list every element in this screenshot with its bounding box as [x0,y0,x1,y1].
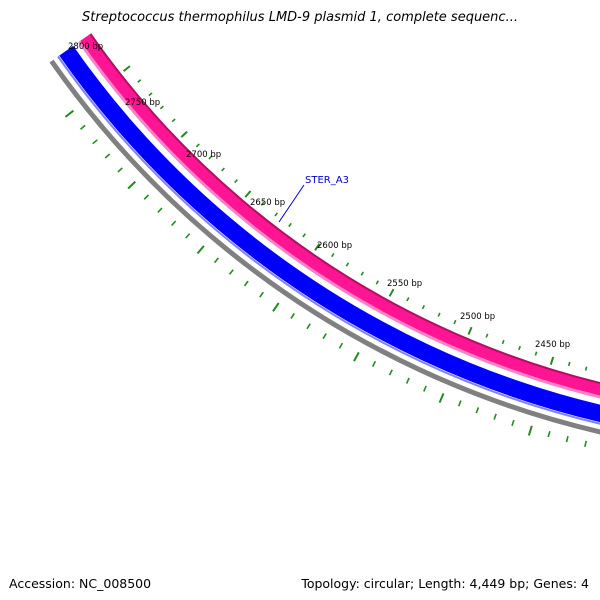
ruler-label: 2450 bp [535,340,570,350]
tick-mark [196,245,205,255]
tick-mark [195,143,200,148]
tick-mark [259,291,264,298]
tick-mark [92,139,98,145]
tick-mark [244,190,252,198]
ruler-label: 2650 bp [250,198,285,208]
topology-summary: Topology: circular; Length: 4,449 bp; Ge… [301,576,589,591]
tick-mark [457,400,462,407]
tick-mark [406,297,410,302]
tick-mark [290,313,295,319]
tick-mark [122,65,131,72]
tick-mark [302,233,306,238]
ruler-label: 2550 bp [387,279,422,289]
tick-mark [360,271,364,276]
tick-mark [228,269,234,275]
tick-mark [185,233,191,239]
tick-mark [79,124,86,130]
tick-mark [338,342,344,349]
tick-mark [288,222,292,228]
tick-mark [171,220,177,226]
tick-mark [331,252,335,258]
tick-mark [388,288,395,297]
outer-ring-edge [78,33,600,398]
ruler-label: 2750 bp [125,98,160,108]
tick-mark [547,430,551,438]
tick-mark [584,440,588,447]
tick-mark [143,194,150,200]
tick-mark [180,130,188,138]
tick-mark [243,280,249,287]
gene-callout: STER_A3 [278,175,349,223]
ruler-label: 2500 bp [460,312,495,322]
inner-ring-edge [57,55,600,425]
tick-mark [221,167,225,172]
tick-mark [159,105,164,110]
tick-mark [117,167,123,173]
ruler-label: 2800 bp [68,42,103,52]
map-title: Streptococcus thermophilus LMD-9 plasmid… [82,10,518,25]
tick-mark [549,356,555,365]
tick-mark [345,262,350,267]
tick-mark [104,153,111,159]
tick-mark [375,280,379,285]
tick-mark [64,109,75,118]
tick-mark [511,419,515,426]
tick-mark [501,339,505,345]
tick-mark [127,180,136,190]
inner-ring [59,45,600,422]
tick-mark [405,377,410,384]
plasmid-rings [49,33,600,435]
tick-marks-outer [64,109,588,447]
tick-mark [208,155,213,160]
tick-mark [475,407,480,414]
tick-mark [137,79,142,83]
ruler-label: 2700 bp [186,150,221,160]
tick-mark [565,435,569,443]
tick-mark [493,413,497,420]
tick-mark [306,323,311,330]
tick-mark [171,118,176,123]
tick-mark [437,312,441,317]
ruler-labels: 2800 bp 2750 bp 2700 bp 2650 bp 2600 bp 2550 … [68,42,570,350]
tick-mark [453,319,457,325]
gene-pointer [278,184,305,223]
tick-mark [534,351,538,356]
tick-mark [272,302,280,312]
tick-mark [518,345,521,351]
ruler-label: 2600 bp [317,241,352,251]
tick-mark [527,425,533,436]
tick-mark [322,333,327,340]
accession-line: Accession: NC_008500 [9,576,151,591]
tick-mark [438,393,445,403]
tick-mark [314,243,321,251]
tick-mark [421,305,426,310]
tick-mark [234,179,238,184]
tick-mark [467,326,473,335]
tick-mark [274,212,279,217]
tick-mark [423,385,427,392]
tick-marks-inner [122,65,588,371]
backbone-ring [49,59,600,435]
accession-label: Accession: [9,576,76,591]
tick-mark [148,92,153,97]
tick-mark [157,207,163,214]
tick-mark [388,369,393,376]
outer-ring [80,34,600,396]
tick-mark [567,361,571,367]
tick-mark [371,360,377,367]
outer-ring-highlight [78,40,600,399]
tick-mark [584,366,588,371]
tick-mark [260,201,265,206]
tick-mark [353,351,360,362]
tick-mark [485,333,489,338]
accession-value: NC_008500 [79,576,152,591]
gene-label[interactable]: STER_A3 [305,175,349,186]
tick-mark [213,257,220,264]
